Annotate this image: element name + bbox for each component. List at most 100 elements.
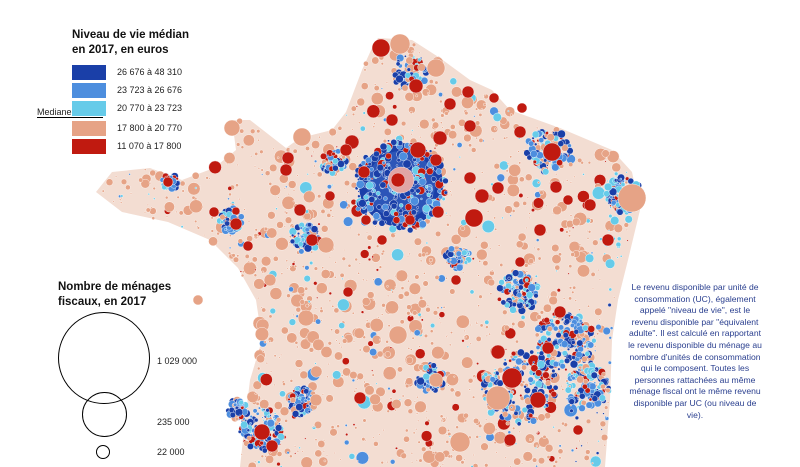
city-circle — [408, 78, 424, 94]
commune-circle — [424, 333, 429, 338]
paris-commune-circle — [358, 199, 367, 208]
commune-circle — [504, 205, 513, 214]
cluster-circle — [524, 278, 529, 282]
city-circle — [388, 325, 408, 345]
cluster-circle — [544, 380, 552, 387]
cluster-circle — [530, 364, 539, 373]
city-circle — [279, 163, 293, 177]
cluster-circle — [608, 187, 618, 196]
commune-circle — [475, 435, 479, 439]
paris-commune-circle — [425, 198, 433, 206]
cluster-circle — [576, 339, 584, 347]
commune-circle — [404, 92, 414, 102]
commune-circle — [410, 133, 413, 136]
commune-circle — [517, 320, 526, 329]
commune-circle — [401, 120, 407, 127]
commune-circle — [437, 425, 448, 436]
commune-circle — [143, 168, 147, 171]
commune-circle — [348, 453, 356, 460]
commune-circle — [555, 173, 558, 176]
commune-circle — [244, 253, 250, 259]
commune-circle — [545, 204, 548, 207]
commune-circle — [551, 254, 562, 265]
cluster-circle — [306, 222, 312, 228]
commune-circle — [254, 327, 269, 342]
commune-circle — [408, 282, 422, 295]
cluster-circle — [502, 361, 508, 367]
commune-circle — [367, 340, 374, 347]
commune-circle — [457, 413, 460, 416]
commune-circle — [552, 464, 557, 467]
commune-circle — [568, 229, 572, 233]
paris-commune-circle — [396, 223, 399, 226]
commune-circle — [286, 332, 298, 344]
commune-circle — [280, 272, 284, 275]
city-circle — [542, 142, 562, 162]
commune-circle — [414, 400, 427, 413]
commune-circle — [339, 200, 349, 210]
cluster-circle — [417, 57, 422, 62]
cluster-circle — [496, 284, 504, 292]
paris-commune-circle — [442, 177, 449, 185]
cluster-circle — [570, 322, 575, 328]
cluster-circle — [569, 336, 572, 339]
commune-circle — [252, 380, 262, 390]
commune-circle — [153, 197, 156, 200]
commune-circle — [320, 208, 326, 214]
commune-circle — [408, 252, 411, 255]
cluster-circle — [567, 347, 571, 351]
cluster-circle — [517, 348, 525, 357]
commune-circle — [552, 205, 562, 216]
commune-circle — [329, 209, 333, 212]
size-legend-title: Nombre de ménages fiscaux, en 2017 — [58, 280, 171, 310]
commune-circle — [323, 439, 326, 442]
cluster-circle — [560, 340, 569, 348]
city-circle — [533, 223, 547, 237]
cluster-circle — [449, 256, 458, 265]
commune-circle — [274, 412, 277, 415]
cluster-circle — [507, 276, 511, 280]
commune-circle — [380, 87, 383, 90]
commune-circle — [370, 92, 384, 106]
commune-circle — [240, 453, 243, 456]
legend-label-class-1: 26 676 à 48 310 — [117, 67, 183, 77]
commune-circle — [342, 338, 348, 344]
cluster-circle — [546, 164, 549, 167]
commune-circle — [350, 105, 357, 112]
commune-circle — [417, 440, 421, 444]
commune-circle — [250, 128, 256, 134]
commune-circle — [434, 451, 446, 463]
cluster-circle — [299, 413, 304, 418]
commune-circle — [405, 377, 414, 386]
commune-circle — [538, 457, 546, 465]
commune-circle — [475, 107, 479, 111]
commune-circle — [229, 246, 232, 249]
cluster-circle — [246, 435, 252, 441]
commune-circle — [528, 212, 531, 215]
commune-circle — [340, 346, 343, 349]
commune-circle — [519, 176, 525, 183]
commune-circle — [512, 426, 516, 430]
commune-circle — [556, 288, 561, 293]
commune-circle — [416, 412, 419, 415]
cluster-circle — [550, 391, 557, 398]
paris-commune-circle — [392, 216, 401, 224]
city-circle — [428, 372, 444, 388]
commune-circle — [609, 326, 614, 330]
commune-circle — [416, 396, 419, 399]
commune-circle — [243, 261, 257, 276]
paris-commune-circle — [409, 188, 415, 194]
cluster-circle — [532, 159, 537, 164]
cluster-circle — [303, 398, 308, 403]
commune-circle — [558, 252, 562, 257]
commune-circle — [372, 436, 375, 439]
commune-circle — [592, 287, 595, 290]
legend-swatch-class-3 — [72, 101, 106, 116]
commune-circle — [442, 94, 445, 97]
commune-circle — [315, 318, 321, 325]
city-circle — [409, 141, 427, 159]
city-circle — [357, 165, 371, 179]
commune-circle — [425, 410, 428, 413]
commune-circle — [600, 428, 603, 431]
commune-circle — [335, 145, 338, 148]
